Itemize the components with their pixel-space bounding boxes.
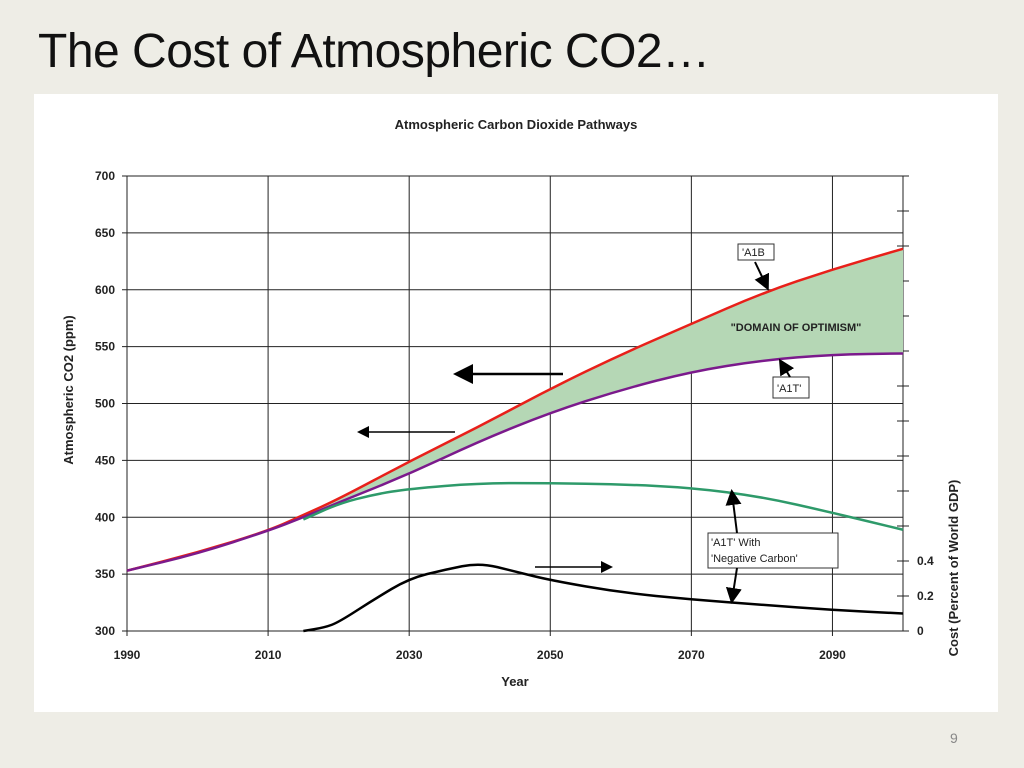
y-tick-label: 450 xyxy=(95,453,115,467)
page-number: 9 xyxy=(950,730,958,746)
series-line-2 xyxy=(302,481,904,531)
a1b-label-box xyxy=(737,243,775,261)
domain-of-optimism-label: "DOMAIN OF OPTIMISM" xyxy=(731,322,862,334)
x-tick-label: 2010 xyxy=(255,648,282,662)
y-tick-label: 600 xyxy=(95,283,115,297)
y-tick-label: 300 xyxy=(95,624,115,638)
y-tick-label: 550 xyxy=(95,340,115,354)
negative-carbon-pointer-arrow xyxy=(725,489,742,534)
x-tick-label: 2050 xyxy=(537,648,564,662)
y2-tick-label: 0 xyxy=(917,624,924,638)
a1b-label: 'A1B xyxy=(742,247,765,259)
y-tick-label: 350 xyxy=(95,567,115,581)
x-axis-label: Year xyxy=(501,674,528,689)
y2-tick-label: 0.4 xyxy=(917,554,934,568)
domain-of-optimism-region xyxy=(303,248,903,518)
slide-title: The Cost of Atmospheric CO2… xyxy=(38,25,710,78)
negative-carbon-label-box xyxy=(707,532,839,569)
negative-carbon-label-line1: 'A1T' With xyxy=(711,537,760,549)
series-line-3 xyxy=(303,563,904,633)
chart-title: Atmospheric Carbon Dioxide Pathways xyxy=(395,117,638,132)
a1t-pointer-arrow xyxy=(778,358,795,378)
y2-axis-label: Cost (Percent of World GDP) xyxy=(946,480,961,657)
x-tick-label: 2090 xyxy=(819,648,846,662)
y2-tick-label: 0.2 xyxy=(917,589,934,603)
a1t-label: 'A1T' xyxy=(777,383,801,395)
a1t-label-box xyxy=(772,376,810,399)
y-tick-label: 400 xyxy=(95,510,115,524)
x-tick-label: 2070 xyxy=(678,648,705,662)
x-tick-label: 2030 xyxy=(396,648,423,662)
y-tick-label: 650 xyxy=(95,226,115,240)
cost-pointer-arrow xyxy=(725,567,742,604)
a1b-pointer-arrow xyxy=(754,261,770,291)
series-line-1 xyxy=(126,352,904,572)
negative-carbon-label-line2: 'Negative Carbon' xyxy=(711,553,798,565)
y-axis-label: Atmospheric CO2 (ppm) xyxy=(61,315,76,465)
x-tick-label: 1990 xyxy=(114,648,141,662)
y-tick-label: 700 xyxy=(95,169,115,183)
y-tick-label: 500 xyxy=(95,397,115,411)
